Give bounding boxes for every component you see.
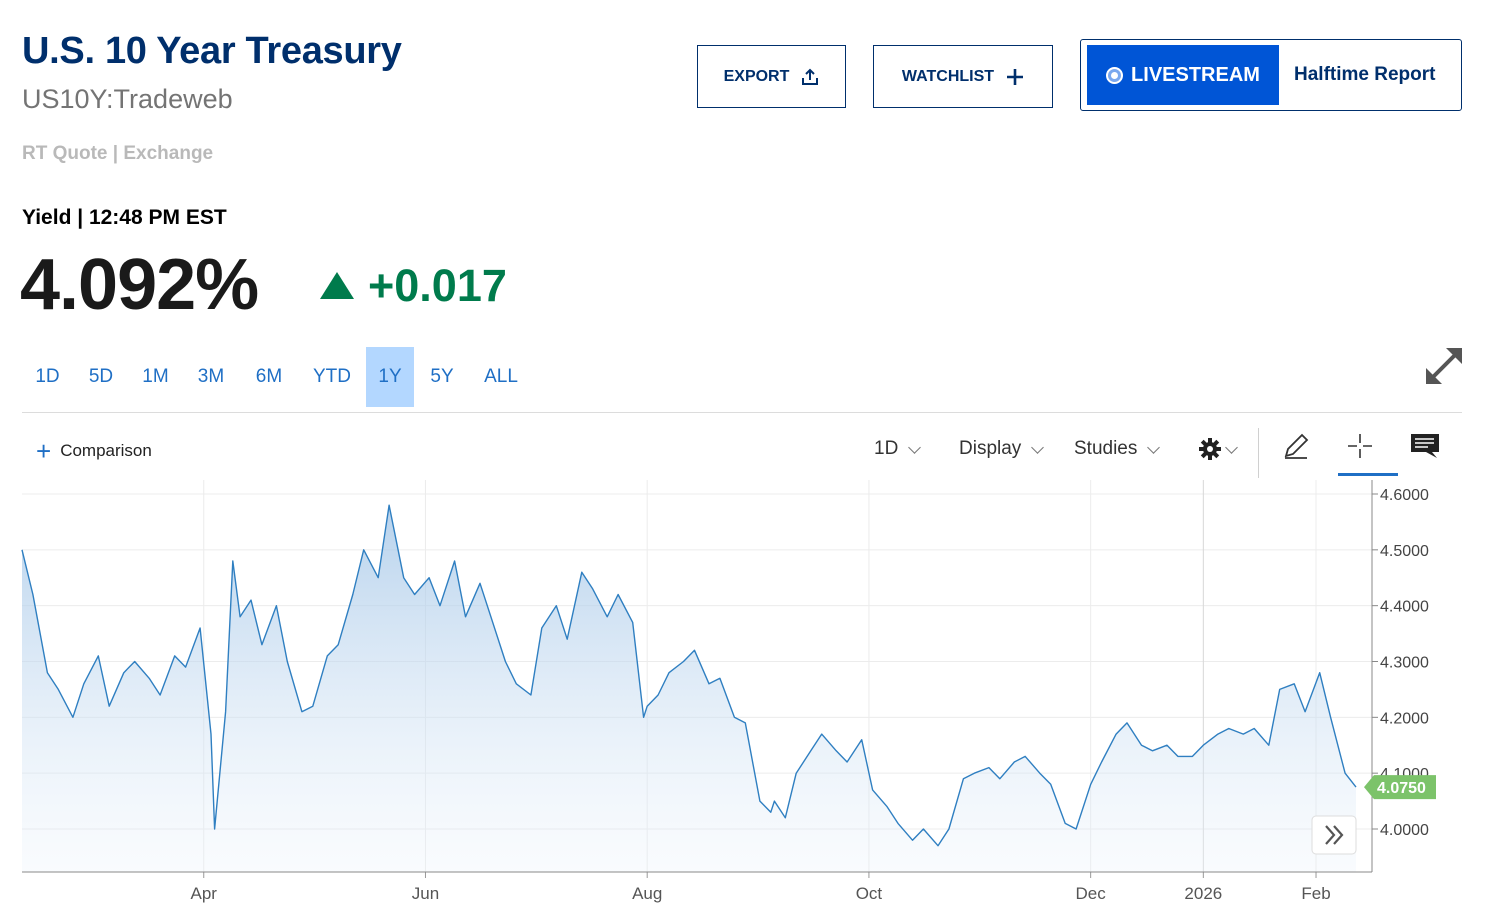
export-label: EXPORT [723,67,790,85]
halftime-report-link[interactable]: Halftime Report [1294,64,1436,85]
chevron-down-icon [1225,441,1238,454]
gear-icon [1199,438,1221,460]
up-arrow-icon [320,272,354,299]
y-tick-label: 4.6000 [1380,487,1429,504]
expand-icon[interactable] [1424,346,1464,386]
watchlist-button[interactable]: WATCHLIST [873,45,1053,108]
plus-icon [1007,68,1024,85]
x-tick-label: Aug [632,884,662,903]
scroll-forward-button[interactable] [1311,815,1357,855]
y-tick-label: 4.0000 [1380,822,1429,839]
last-price-badge-label: 4.0750 [1377,780,1426,797]
yield-chart[interactable]: Apr Jun Aug Oct Dec 2026 Feb 4.6000 4.5000 4.4000… [0,480,1491,910]
toolbar-separator [1258,428,1259,478]
tab-1m[interactable]: 1M [142,366,169,387]
range-tabs: 1D 5D 1M 3M 6M YTD 1Y 5Y ALL [22,347,532,407]
y-tick-label: 4.2000 [1380,710,1429,727]
x-tick-label: Jun [412,884,439,903]
studies-label: Studies [1074,438,1138,459]
double-chevron-right-icon [1325,825,1344,845]
settings-dropdown[interactable] [1199,438,1238,460]
comment-icon[interactable] [1410,433,1440,459]
tab-5d[interactable]: 5D [88,366,114,387]
price-area [22,505,1356,872]
draw-pencil-icon[interactable] [1281,431,1311,461]
export-icon [802,68,819,85]
plus-icon: + [36,436,52,466]
y-tick-label: 4.5000 [1380,543,1429,560]
display-dropdown[interactable]: Display [959,438,1045,460]
x-tick-label: Dec [1076,884,1107,903]
interval-label: 1D [874,438,899,459]
watchlist-label: WATCHLIST [901,67,995,85]
live-indicator-icon [1106,66,1124,84]
quote-source-label: RT Quote | Exchange [22,143,214,164]
export-button[interactable]: EXPORT [697,45,846,108]
interval-dropdown[interactable]: 1D [874,438,922,460]
studies-dropdown[interactable]: Studies [1074,438,1161,460]
chevron-down-icon [1147,441,1161,454]
x-tick-label: Apr [191,884,218,903]
tab-ytd[interactable]: YTD [313,366,351,387]
section-divider [22,412,1462,413]
crosshair-icon[interactable] [1346,432,1374,460]
livestream-button[interactable]: LIVESTREAM [1087,45,1279,105]
tab-5y[interactable]: 5Y [430,366,454,387]
price-change: +0.017 [368,260,507,311]
y-tick-label: 4.3000 [1380,655,1429,672]
y-tick-label: 4.4000 [1380,599,1429,616]
tab-all[interactable]: ALL [484,366,518,387]
last-price: 4.092% [20,245,259,325]
tab-1y[interactable]: 1Y [366,347,414,407]
comparison-label: Comparison [60,441,152,460]
livestream-label: LIVESTREAM [1131,63,1260,86]
price-line [21,504,1357,847]
tab-1d[interactable]: 1D [35,366,60,387]
display-label: Display [959,438,1022,459]
chevron-down-icon [1031,441,1045,454]
tab-6m[interactable]: 6M [255,366,283,387]
x-tick-label: 2026 [1184,884,1222,903]
yield-timestamp: Yield | 12:48 PM EST [22,206,227,229]
symbol-label: US10Y:Tradeweb [22,84,233,114]
last-price-badge [1364,775,1436,800]
tab-3m[interactable]: 3M [197,366,225,387]
livestream-panel: LIVESTREAM Halftime Report [1080,39,1462,111]
page-title: U.S. 10 Year Treasury [22,30,402,72]
chevron-down-icon [908,441,922,454]
x-tick-label: Feb [1301,884,1330,903]
comparison-button[interactable]: + Comparison [36,436,152,466]
crosshair-active-indicator [1338,473,1398,476]
x-tick-label: Oct [856,884,883,903]
